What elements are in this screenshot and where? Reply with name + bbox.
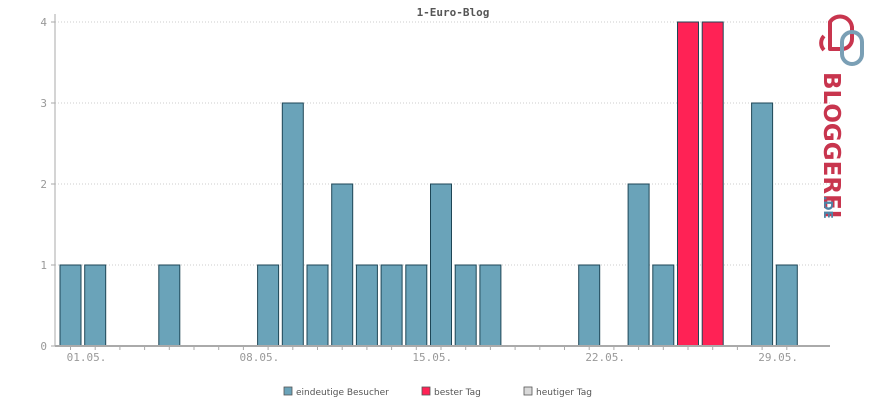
x-tick-label: 22.05. xyxy=(585,351,625,364)
y-tick-label: 1 xyxy=(40,259,47,272)
bar xyxy=(158,264,181,347)
bar xyxy=(627,183,650,347)
bar xyxy=(84,264,107,347)
bar xyxy=(59,264,82,347)
legend-swatch xyxy=(421,386,431,396)
bar xyxy=(430,183,452,347)
bar xyxy=(380,264,403,347)
x-tick-label: 29.05. xyxy=(758,351,798,364)
legend-swatch xyxy=(523,386,533,396)
x-tick-labels: 01.05. 08.05. 15.05. 22.05. 29.05. xyxy=(67,346,798,364)
legend-label: heutiger Tag xyxy=(536,388,592,398)
x-tick-label: 01.05. xyxy=(67,351,107,364)
axes xyxy=(54,14,830,347)
bloggerei-logo: BLOGGEREI .DE xyxy=(818,14,864,219)
bar xyxy=(775,264,798,347)
logo-symbol-icon xyxy=(819,14,864,66)
y-tick-label: 0 xyxy=(40,340,47,353)
bar xyxy=(306,264,329,347)
y-tick-label: 4 xyxy=(40,16,47,29)
bar xyxy=(257,264,280,347)
bar xyxy=(281,102,304,347)
bar xyxy=(652,264,675,347)
bars xyxy=(59,21,798,347)
y-tick-label: 3 xyxy=(40,97,47,110)
y-tick-label: 2 xyxy=(40,178,47,191)
bar-best-day xyxy=(677,21,699,347)
bar xyxy=(479,264,502,347)
bar-best-day xyxy=(701,21,724,347)
bar xyxy=(405,264,428,347)
logo-wordmark: BLOGGEREI xyxy=(818,72,844,218)
legend-label: bester Tag xyxy=(434,388,481,398)
chart-title: 1-Euro-Blog xyxy=(417,6,490,19)
legend: eindeutige Besucher bester Tag heutiger Ta… xyxy=(283,386,592,398)
bar xyxy=(751,102,774,347)
logo-domain-suffix: .DE xyxy=(821,196,835,219)
bar xyxy=(331,183,354,347)
legend-label: eindeutige Besucher xyxy=(296,388,389,398)
x-tick-label: 08.05. xyxy=(240,351,280,364)
bar xyxy=(355,264,378,347)
x-tick-label: 15.05. xyxy=(412,351,452,364)
bar xyxy=(578,264,601,347)
legend-swatch xyxy=(283,386,293,396)
bar xyxy=(454,264,477,347)
y-tick-labels: 0 1 2 3 4 xyxy=(40,16,55,353)
